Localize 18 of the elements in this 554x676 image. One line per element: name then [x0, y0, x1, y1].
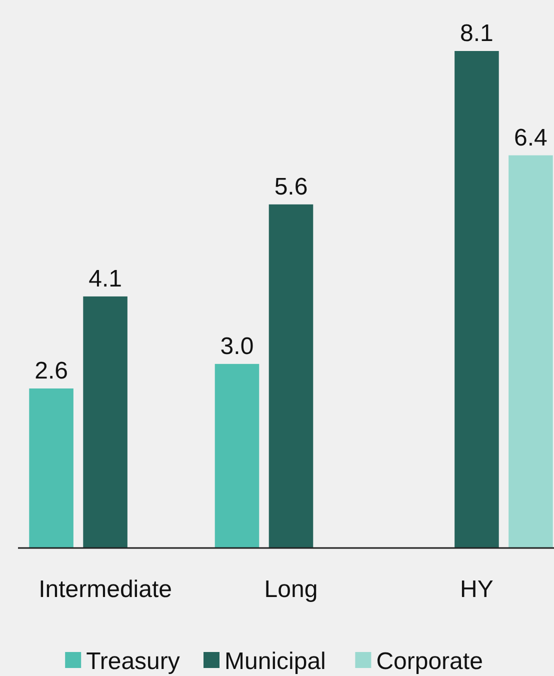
x-tick-label: HY [460, 576, 494, 603]
data-label: 4.1 [88, 265, 122, 292]
x-tick-label: Long [264, 576, 318, 603]
bar [508, 155, 553, 548]
data-label: 8.1 [460, 20, 494, 47]
x-tick-label: Intermediate [38, 576, 172, 603]
bar [83, 296, 128, 548]
legend-label: Corporate [376, 648, 483, 675]
data-label: 5.6 [274, 173, 308, 200]
data-label: 2.6 [34, 357, 68, 384]
legend-label: Treasury [86, 648, 180, 675]
bar [29, 388, 74, 548]
bar [214, 364, 260, 548]
data-label: 6.4 [514, 124, 548, 152]
bar [454, 51, 499, 548]
data-label: 3.0 [220, 332, 254, 360]
bar [268, 204, 314, 548]
legend-label: Municipal [224, 648, 326, 675]
